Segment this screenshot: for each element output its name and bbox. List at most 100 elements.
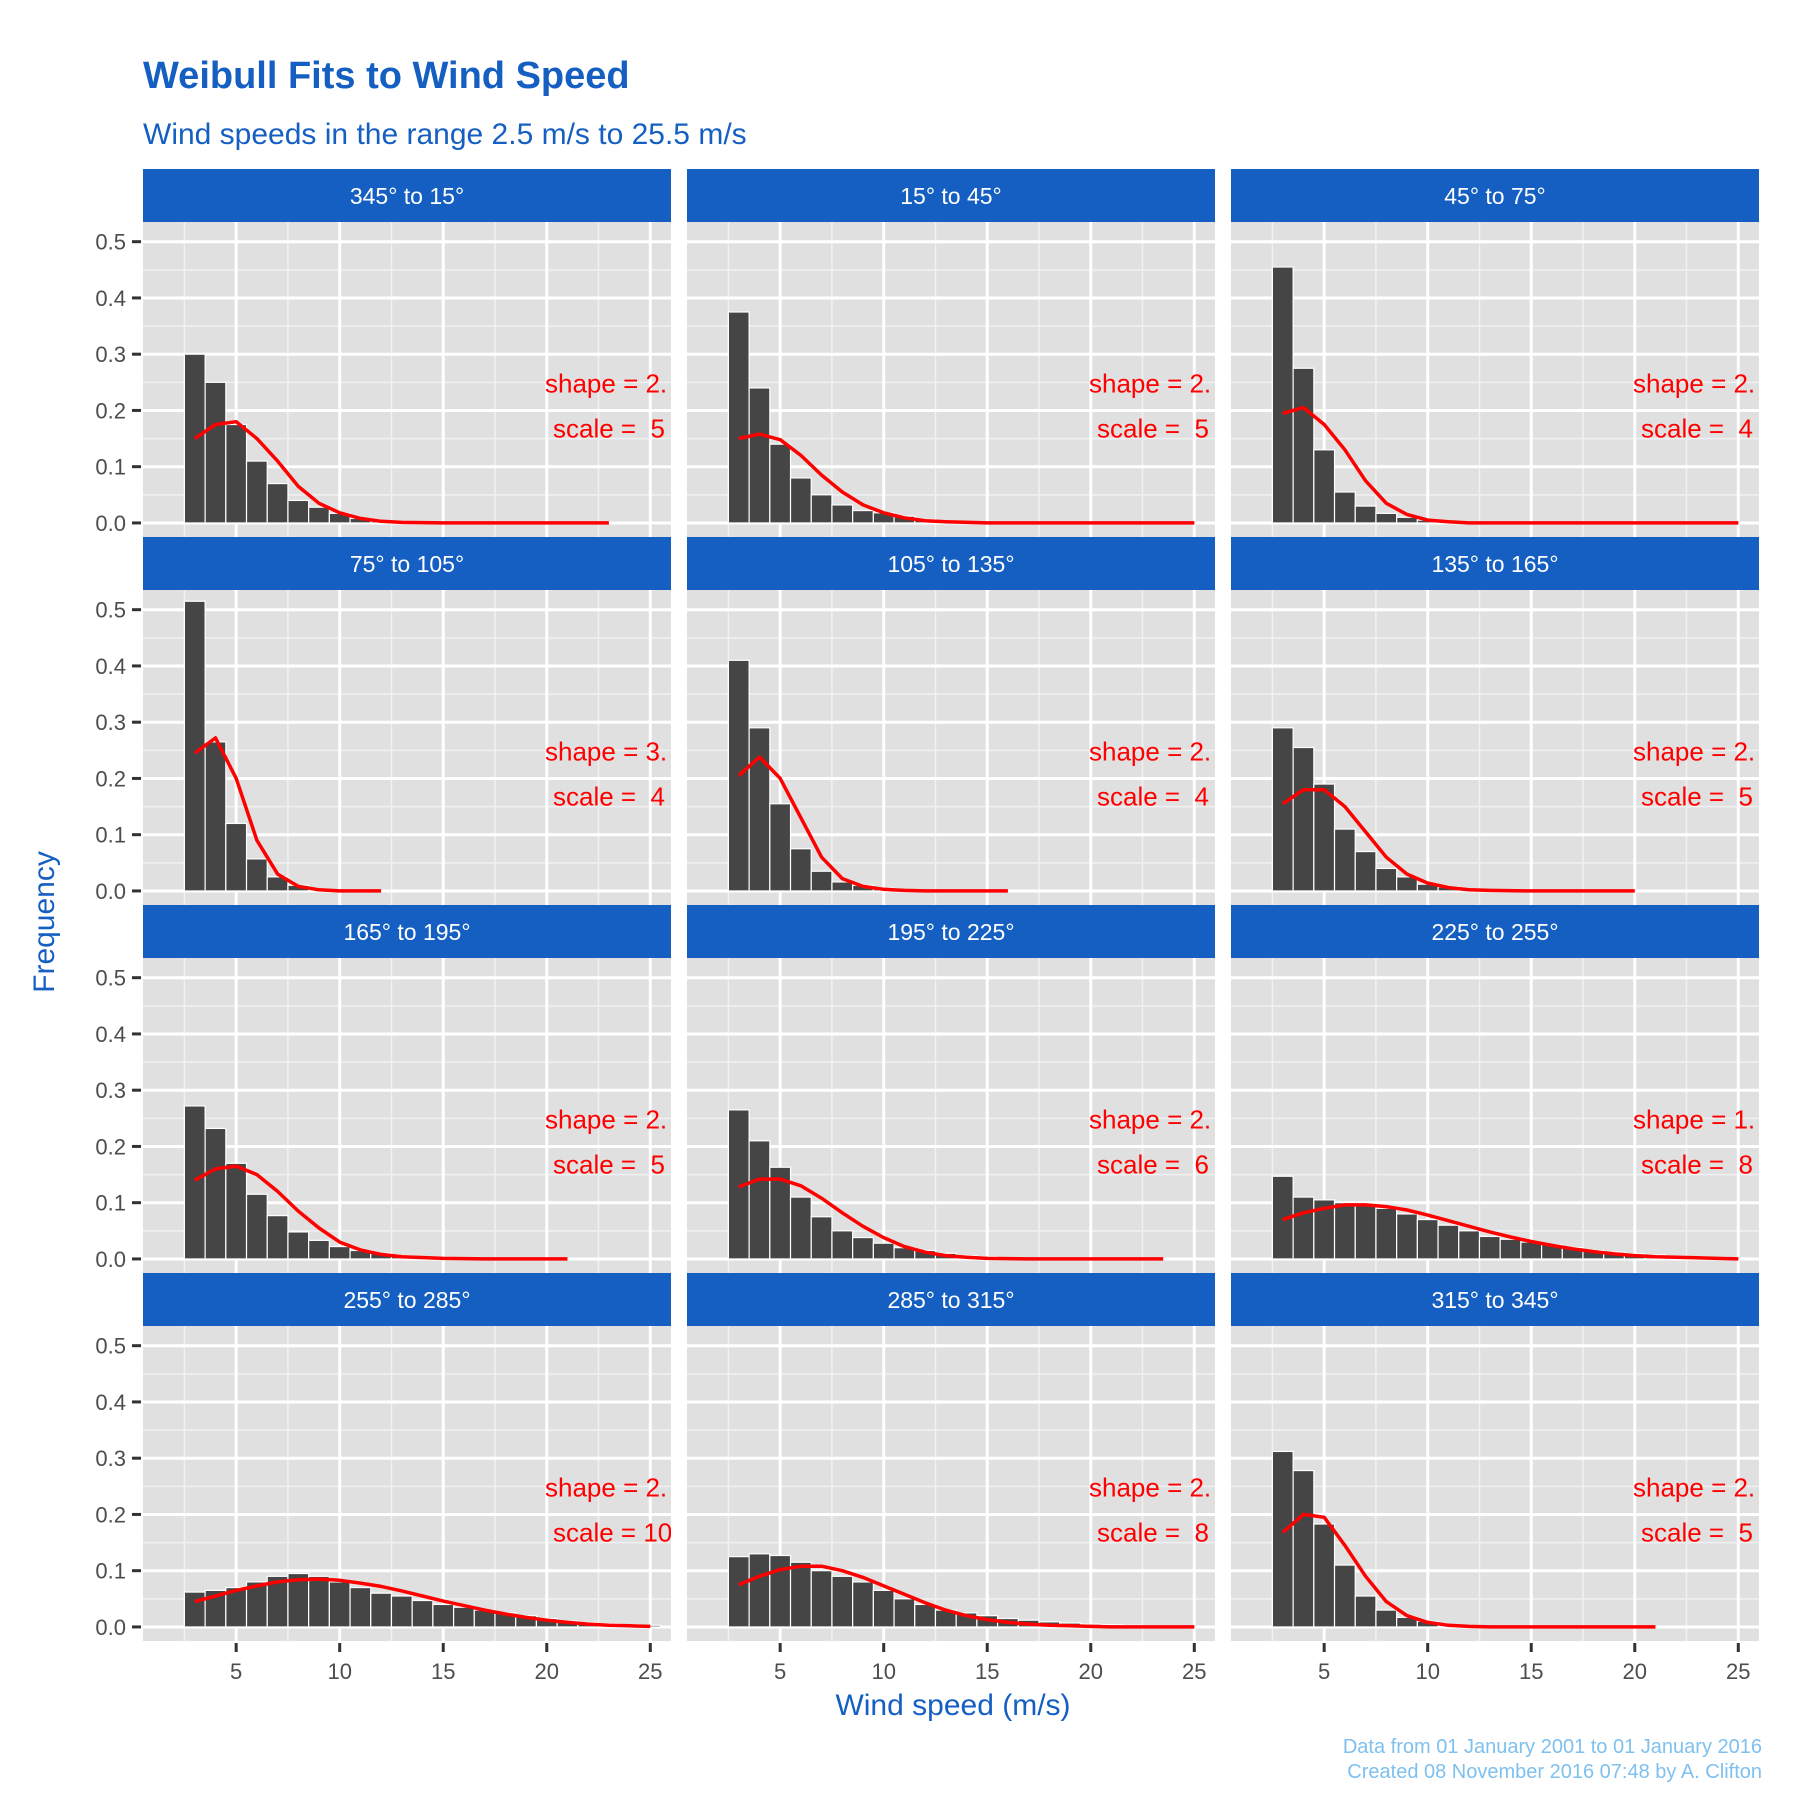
y-tick-label: 0.1: [95, 823, 126, 848]
histogram-bar: [204, 1127, 227, 1260]
weibull-fit-line: [193, 1164, 568, 1261]
weibull-fit-line: [1281, 1512, 1656, 1629]
histogram-bar: [1313, 449, 1336, 524]
histogram-bar: [266, 482, 289, 524]
facet-strip: [687, 1273, 1215, 1326]
histogram-bars: [183, 600, 310, 892]
histogram-bar: [727, 311, 750, 524]
y-axis-title: Frequency: [28, 851, 61, 993]
scale-annotation: scale = 4: [553, 781, 665, 811]
facet-panel: 285° to 315° shape = 2. scale = 8 5 10 15 20 25: [687, 1273, 1215, 1684]
histogram-bar: [1313, 783, 1336, 892]
fit-annotation: shape = 2. scale = 5: [545, 368, 667, 443]
x-tick-label: 25: [1726, 1659, 1750, 1684]
histogram-bar: [245, 460, 268, 524]
histogram-bar: [1292, 367, 1315, 524]
y-tick-label: 0.5: [95, 230, 126, 255]
histogram-bar: [266, 876, 289, 892]
histogram-bar: [1375, 512, 1398, 524]
facet-strip: [1231, 169, 1759, 222]
histogram-bar: [1416, 1218, 1439, 1260]
shape-annotation: shape = 2.: [1089, 1472, 1211, 1502]
histogram-bar: [727, 1556, 750, 1628]
y-tick-label: 0.5: [95, 598, 126, 623]
fit-annotation: shape = 2. scale = 5: [1633, 736, 1755, 811]
weibull-fit-line: [738, 1564, 1195, 1629]
scale-annotation: scale = 5: [553, 413, 665, 443]
histogram-bar: [1354, 850, 1377, 892]
histogram-bar: [287, 499, 310, 524]
histogram-bar: [1396, 1213, 1418, 1260]
facet-strip-label: 105° to 135°: [887, 551, 1014, 577]
scale-annotation: scale = 4: [1641, 413, 1753, 443]
histogram-bar: [1292, 1196, 1315, 1260]
x-tick-label: 10: [871, 1659, 895, 1684]
scale-annotation: scale = 6: [1097, 1149, 1209, 1179]
y-tick-label: 0.3: [95, 1078, 126, 1103]
facet-strip-label: 285° to 315°: [887, 1287, 1014, 1313]
histogram-bar: [1313, 1523, 1336, 1628]
histogram-bar: [748, 387, 771, 524]
shape-annotation: shape = 3.: [545, 736, 667, 766]
fit-annotation: shape = 1. scale = 8: [1633, 1104, 1755, 1179]
histogram-bar: [225, 1162, 248, 1260]
histogram-bar: [769, 803, 792, 892]
facet-strip: [143, 537, 671, 590]
shape-annotation: shape = 2.: [1089, 368, 1211, 398]
histogram-bar: [789, 477, 812, 524]
histogram-bar: [810, 1570, 833, 1628]
histogram-bar: [727, 659, 750, 892]
fit-annotation: shape = 3. scale = 4: [545, 736, 667, 811]
facet-panel: 195° to 225° shape = 2. scale = 6: [687, 905, 1215, 1273]
facet-strip: [687, 905, 1215, 958]
shape-annotation: shape = 2.: [1089, 1104, 1211, 1134]
y-tick-label: 0.4: [95, 286, 126, 311]
fit-annotation: shape = 2. scale = 6: [1089, 1104, 1211, 1179]
facet-panel: 345° to 15° shape = 2. scale = 5 0.0 0.1 0.2 0…: [95, 169, 671, 537]
x-axis-title: Wind speed (m/s): [835, 1689, 1070, 1722]
facet-strip-label: 255° to 285°: [343, 1287, 470, 1313]
shape-annotation: shape = 2.: [1633, 736, 1755, 766]
x-tick-label: 10: [1415, 1659, 1439, 1684]
y-tick-label: 0.4: [95, 1390, 126, 1415]
x-tick-label: 20: [535, 1659, 559, 1684]
histogram-bar: [1292, 1469, 1315, 1628]
weibull-fit-line: [193, 419, 609, 525]
histogram-bar: [1375, 1207, 1398, 1260]
weibull-fit-line: [737, 755, 1008, 893]
facet-strip: [1231, 537, 1759, 590]
facet-panel: 75° to 105° shape = 3. scale = 4 0.0 0.1 0.2 0…: [95, 537, 671, 905]
histogram-bars: [727, 1553, 1206, 1628]
scale-annotation: scale = 5: [1641, 1517, 1753, 1547]
x-tick-label: 20: [1623, 1659, 1647, 1684]
scale-annotation: scale = 4: [1097, 781, 1209, 811]
y-tick-label: 0.4: [95, 1022, 126, 1047]
histogram-bars: [1271, 1450, 1439, 1628]
histogram-bar: [748, 727, 771, 892]
histogram-bar: [872, 1589, 895, 1628]
histogram-bars: [1271, 266, 1439, 524]
histogram-bar: [789, 1561, 812, 1628]
y-tick-label: 0.0: [95, 511, 126, 536]
histogram-bar: [831, 504, 854, 524]
histogram-bar: [411, 1599, 434, 1628]
y-tick-label: 0.0: [95, 1247, 126, 1272]
facet-strip-label: 225° to 255°: [1431, 919, 1558, 945]
y-tick-label: 0.0: [95, 879, 126, 904]
histogram-bar: [370, 1592, 393, 1628]
facet-strip: [143, 169, 671, 222]
facet-panel: 255° to 285° shape = 2. scale = 10 0.0 0.1 0.…: [95, 1273, 671, 1684]
histogram-bar: [183, 1591, 206, 1628]
shape-annotation: shape = 2.: [545, 1472, 667, 1502]
x-tick-label: 10: [327, 1659, 351, 1684]
chart-title: Weibull Fits to Wind Speed: [143, 55, 630, 97]
histogram-bar: [225, 822, 248, 892]
y-tick-label: 0.3: [95, 710, 126, 735]
histogram-bars: [1271, 1175, 1750, 1260]
facet-panel: 15° to 45° shape = 2. scale = 5: [687, 169, 1215, 537]
y-tick-label: 0.0: [95, 1615, 126, 1640]
y-tick-label: 0.1: [95, 1559, 126, 1584]
y-tick-label: 0.5: [95, 966, 126, 991]
facet-strip-label: 75° to 105°: [350, 551, 464, 577]
x-tick-label: 5: [774, 1659, 786, 1684]
